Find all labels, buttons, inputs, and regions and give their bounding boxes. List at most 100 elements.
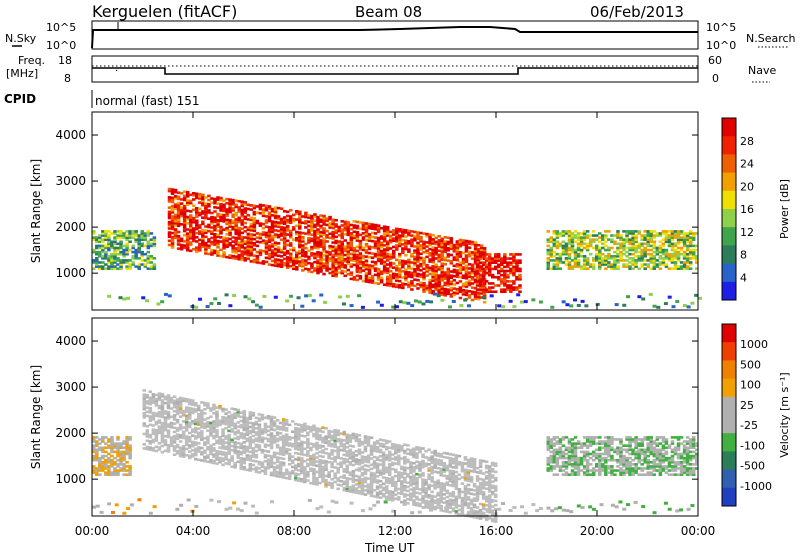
echo-cell bbox=[357, 294, 362, 298]
echo-cell bbox=[373, 225, 378, 229]
echo-cell bbox=[184, 397, 189, 401]
echo-cell bbox=[388, 274, 393, 277]
echo-cell bbox=[384, 468, 389, 472]
echo-cell bbox=[430, 465, 434, 469]
echo-cell bbox=[646, 259, 651, 262]
echo-cell bbox=[172, 403, 177, 407]
echo-cell bbox=[230, 415, 234, 419]
echo-cell bbox=[318, 458, 322, 462]
echo-cell bbox=[246, 234, 251, 238]
echo-cell bbox=[295, 212, 299, 215]
echo-cell bbox=[694, 257, 699, 260]
echo-cell bbox=[187, 413, 192, 416]
echo-cell bbox=[357, 485, 362, 489]
echo-cell bbox=[416, 254, 420, 257]
echo-cell bbox=[116, 234, 120, 237]
echo-cell bbox=[307, 257, 311, 261]
echo-cell bbox=[218, 456, 222, 460]
echo-cell bbox=[410, 261, 414, 264]
echo-cell bbox=[404, 278, 408, 282]
echo-cell bbox=[137, 248, 141, 252]
echo-cell bbox=[236, 446, 240, 449]
echo-cell bbox=[484, 267, 489, 271]
echo-cell bbox=[354, 458, 359, 461]
echo-cell bbox=[381, 472, 386, 475]
echo-cell bbox=[172, 414, 177, 417]
echo-cell bbox=[464, 256, 469, 259]
echo-cell bbox=[225, 197, 229, 201]
echo-cell bbox=[279, 255, 284, 258]
echo-cell bbox=[224, 437, 228, 440]
echo-cell bbox=[233, 441, 237, 444]
echo-cell bbox=[267, 205, 272, 208]
echo-cell bbox=[476, 260, 481, 264]
echo-cell bbox=[166, 435, 171, 439]
echo-cell bbox=[325, 256, 329, 260]
echo-cell bbox=[234, 218, 238, 221]
echo-cell bbox=[98, 261, 102, 264]
echo-cell bbox=[209, 444, 213, 448]
echo-cell bbox=[378, 459, 383, 462]
echo-cell bbox=[345, 479, 350, 482]
echo-cell bbox=[239, 463, 243, 466]
echo-cell bbox=[349, 234, 354, 237]
echo-cell bbox=[212, 453, 216, 456]
echo-cell bbox=[437, 257, 441, 261]
echo-cell bbox=[146, 232, 151, 235]
echo-cell bbox=[512, 273, 516, 277]
echo-cell bbox=[576, 252, 581, 256]
echo-cell bbox=[272, 453, 277, 457]
echo-cell bbox=[484, 280, 489, 283]
echo-cell bbox=[92, 261, 96, 264]
echo-cell bbox=[319, 251, 323, 255]
echo-cell bbox=[213, 233, 217, 236]
echo-cell bbox=[209, 429, 213, 433]
echo-cell bbox=[175, 400, 180, 403]
echo-cell bbox=[378, 438, 383, 441]
echo-cell bbox=[349, 238, 354, 241]
echo-cell bbox=[330, 482, 334, 485]
echo-cell bbox=[310, 262, 314, 265]
echo-cell bbox=[313, 252, 317, 256]
echo-cell bbox=[160, 403, 165, 406]
echo-cell bbox=[398, 271, 402, 275]
echo-cell bbox=[431, 260, 435, 264]
echo-cell bbox=[303, 480, 307, 484]
echo-cell bbox=[518, 261, 522, 264]
echo-cell bbox=[415, 483, 419, 486]
nsky-tick-bottom: 10^0 bbox=[46, 39, 76, 52]
echo-cell bbox=[410, 267, 414, 271]
echo-cell bbox=[381, 488, 386, 492]
echo-cell bbox=[343, 222, 348, 226]
echo-cell bbox=[218, 438, 222, 441]
echo-cell bbox=[395, 231, 399, 235]
echo-cell bbox=[261, 233, 266, 236]
echo-cell bbox=[407, 271, 411, 274]
echo-cell bbox=[316, 236, 320, 240]
echo-cell bbox=[484, 253, 489, 256]
echo-cell bbox=[143, 244, 148, 248]
echo-cell bbox=[240, 254, 244, 257]
echo-cell bbox=[661, 261, 666, 264]
echo-cell bbox=[281, 436, 286, 440]
echo-cell bbox=[360, 486, 365, 489]
echo-cell bbox=[343, 220, 348, 224]
echo-cell bbox=[315, 460, 319, 463]
echo-cell bbox=[167, 212, 172, 216]
echo-cell bbox=[576, 242, 581, 246]
echo-cell bbox=[281, 438, 286, 442]
echo-cell bbox=[178, 415, 183, 418]
echo-cell bbox=[279, 261, 284, 264]
echo-cell bbox=[151, 395, 156, 398]
echo-cell bbox=[300, 479, 304, 483]
echo-cell bbox=[403, 493, 407, 496]
echo-cell bbox=[263, 445, 268, 449]
echo-cell bbox=[255, 254, 260, 258]
echo-cell bbox=[301, 260, 305, 264]
echo-cell bbox=[637, 246, 641, 250]
echo-cell bbox=[400, 480, 404, 483]
echo-cell bbox=[601, 246, 605, 250]
echo-cell bbox=[625, 240, 629, 244]
echo-cell bbox=[125, 238, 129, 241]
echo-cell bbox=[398, 275, 402, 279]
